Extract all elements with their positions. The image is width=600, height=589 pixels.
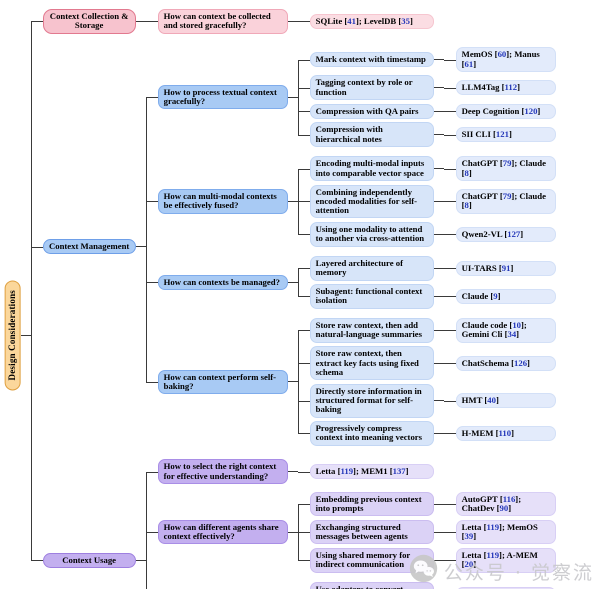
branch-context-usage: Context Usage xyxy=(42,552,136,568)
citation-row: SQLite [41]; LevelDB [35] xyxy=(297,13,434,29)
branch-row: Context Usage How to select the right con… xyxy=(30,449,556,589)
method-compression-with-hierarchical-notes: Compression with hierarchical notes xyxy=(309,122,434,147)
question-how-can-multi-modal: How can multi-modal contexts be effectiv… xyxy=(157,189,288,214)
question-row: How can multi-modal contexts be effectiv… xyxy=(145,147,556,255)
question-row: How to select the right context for effe… xyxy=(145,459,556,491)
method-row: Subagent: functional context isolation Cl… xyxy=(297,277,556,309)
citation-row: SII CLI [121] xyxy=(443,126,556,143)
citation-row: UI-TARS [91] xyxy=(443,260,556,276)
citation-row: Letta [119]; A-MEM [20] xyxy=(443,547,556,573)
method-tagging-context-by-role: Tagging context by role or function xyxy=(309,75,434,101)
citation-memos-manus: MemOS [60]; Manus [61] xyxy=(455,47,556,72)
question-row: How can context be collected and stored … xyxy=(145,9,434,34)
method-row: Layered architecture of memory UI-TARS [9… xyxy=(297,256,556,288)
citation-row: Claude code [10]; Gemini Cli [34] xyxy=(443,318,556,343)
citation-claude-code-gemini-cli: Claude code [10]; Gemini Cli [34] xyxy=(455,318,556,343)
method-store-raw-context-then: Store raw context, then add natural-lang… xyxy=(309,318,434,343)
citation-row: Claude [9] xyxy=(443,288,556,305)
method-row: Store raw context, then extract key fact… xyxy=(297,339,556,388)
method-row: Using shared memory for indirect communi… xyxy=(297,541,556,573)
citation-sii-cli: SII CLI [121] xyxy=(455,126,556,143)
citation-row: ChatGPT [79]; Claude [8] xyxy=(443,189,556,214)
citation-deep-cognition: Deep Cognition [120] xyxy=(455,103,556,119)
method-compression-with-qa-pairs: Compression with QA pairs xyxy=(309,103,434,119)
citation-llm4tag: LLM4Tag [112] xyxy=(455,80,556,96)
method-use-adapters-to-convert: Use adapters to convert context xyxy=(309,582,434,589)
question-how-to-select-the: How to select the right context for effe… xyxy=(157,459,288,484)
question-how-can-different-agents: How can different agents share context e… xyxy=(157,519,288,545)
citation-row: Qwen2-VL [127] xyxy=(443,226,556,242)
method-directly-store-information-in: Directly store information in structured… xyxy=(309,383,434,418)
watermark: 公众号 · 觉察流 xyxy=(409,554,594,588)
branch-row: Context Management How to process textual… xyxy=(30,35,556,458)
branch-context-management: Context Management xyxy=(42,238,136,255)
citation-row: Letta [119]; MemOS [39] xyxy=(443,519,556,545)
tree-root-row: Design Considerations Context Collection … xyxy=(5,3,600,589)
citation-letta-memos: Letta [119]; MemOS [39] xyxy=(455,519,556,545)
method-using-shared-memory-for: Using shared memory for indirect communi… xyxy=(309,547,434,573)
citation-hmt: HMT [40] xyxy=(455,392,556,409)
citation-row: AutoGPT [116]; ChatDev [90] xyxy=(443,491,556,517)
citation-row: Deep Cognition [120] xyxy=(443,103,556,119)
branch-context-collection-storage: Context Collection & Storage xyxy=(42,9,136,34)
method-row: Directly store information in structured… xyxy=(297,376,556,425)
method-row: Exchanging structured messages between a… xyxy=(297,512,556,551)
citation-row: Letta [119]; MEM1 [137] xyxy=(297,464,434,480)
chat-bubbles-logo-icon xyxy=(409,554,438,588)
method-row: Mark context with timestamp MemOS [60]; M… xyxy=(297,47,556,79)
method-layered-architecture-of-memory: Layered architecture of memory xyxy=(309,256,434,281)
method-embedding-previous-context-into: Embedding previous context into prompts xyxy=(309,491,434,517)
citation-row: HMT [40] xyxy=(443,392,556,409)
method-row: Using one modality to attend to another … xyxy=(297,215,556,247)
citation-letta-a-mem: Letta [119]; A-MEM [20] xyxy=(455,547,556,573)
citation-letta-mem1: Letta [119]; MEM1 [137] xyxy=(309,464,434,480)
citation-row: LLM4Tag [112] xyxy=(443,80,556,96)
method-row: Progressively compress context into mean… xyxy=(297,414,556,446)
watermark-text: 公众号 · 觉察流 xyxy=(443,561,594,584)
method-exchanging-structured-messages-between: Exchanging structured messages between a… xyxy=(309,519,434,545)
citation-h-mem: H-MEM [110] xyxy=(455,425,556,441)
citation-claude: Claude [9] xyxy=(455,288,556,305)
method-progressively-compress-context-into: Progressively compress context into mean… xyxy=(309,421,434,446)
branch-row: Context Collection & Storage How can cont… xyxy=(30,6,556,44)
citation-chatgpt-claude: ChatGPT [79]; Claude [8] xyxy=(455,156,556,182)
citation-sqlite-leveldb: SQLite [41]; LevelDB [35] xyxy=(309,13,434,29)
method-mark-context-with-timestamp: Mark context with timestamp xyxy=(309,51,434,68)
citation-row: ChatGPT [79]; Claude [8] xyxy=(443,156,556,182)
question-row: How can context perform self-baking? Stor… xyxy=(145,309,556,447)
method-combining-independently-encoded-modalities: Combining independently encoded modaliti… xyxy=(309,184,434,219)
method-row: Compression with QA pairs Deep Cognition … xyxy=(297,96,556,127)
method-subagent-functional-context-isolation: Subagent: functional context isolation xyxy=(309,284,434,309)
method-row: Store raw context, then add natural-lang… xyxy=(297,318,556,350)
branches: Context Collection & Storage How can cont… xyxy=(30,3,556,589)
citation-row: H-MEM [110] xyxy=(443,425,556,441)
method-using-one-modality-to: Using one modality to attend to another … xyxy=(309,221,434,247)
method-row: Compression with hierarchical notes SII C… xyxy=(297,115,556,147)
question-row: How can contexts be managed? Layered arch… xyxy=(145,247,556,318)
design-considerations-label: Design Considerations xyxy=(5,279,21,391)
question-how-to-process-textual: How to process textual context gracefull… xyxy=(157,84,288,110)
citation-ui-tars: UI-TARS [91] xyxy=(455,260,556,276)
citation-qwen2-vl: Qwen2-VL [127] xyxy=(455,226,556,242)
citation-autogpt-chatdev: AutoGPT [116]; ChatDev [90] xyxy=(455,491,556,517)
citation-chatgpt-claude: ChatGPT [79]; Claude [8] xyxy=(455,189,556,214)
citation-row: ChatSchema [126] xyxy=(443,355,556,371)
question-row: How can different agents share context e… xyxy=(145,482,556,582)
citation-chatschema: ChatSchema [126] xyxy=(455,355,556,371)
method-row: Combining independently encoded modaliti… xyxy=(297,177,556,226)
question-how-can-context-perform: How can context perform self-baking? xyxy=(157,369,288,395)
question-how-can-contexts-be: How can contexts be managed? xyxy=(157,274,288,290)
method-row: Encoding multi-modal inputs into compara… xyxy=(297,156,556,188)
citation-row: MemOS [60]; Manus [61] xyxy=(443,47,556,72)
method-store-raw-context-then: Store raw context, then extract key fact… xyxy=(309,346,434,381)
question-how-can-context-be: How can context be collected and stored … xyxy=(157,9,288,34)
method-row: Tagging context by role or function LLM4T… xyxy=(297,68,556,107)
method-encoding-multi-modal-inputs: Encoding multi-modal inputs into compara… xyxy=(309,156,434,182)
method-row: Embedding previous context into prompts A… xyxy=(297,491,556,523)
question-row: How to process textual context gracefull… xyxy=(145,46,556,156)
